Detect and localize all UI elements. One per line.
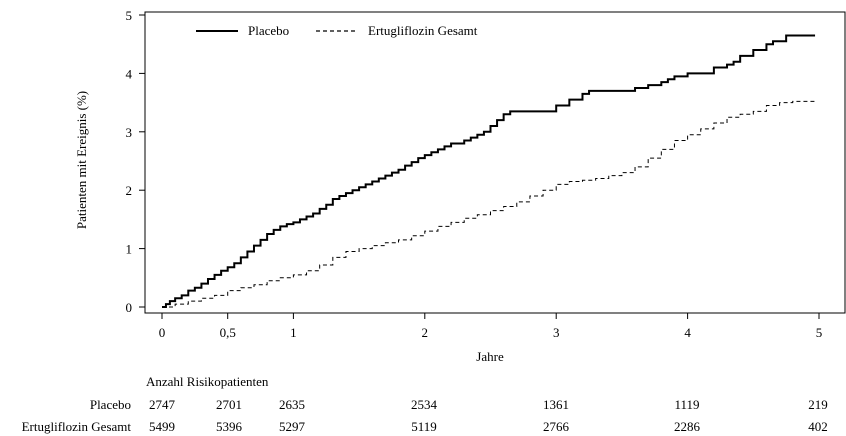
risk-cell: 5297 <box>279 419 306 434</box>
y-tick-label: 4 <box>126 66 133 81</box>
series-line-ertugliflozin-gesamt <box>162 100 816 308</box>
risk-cell: 2766 <box>543 419 570 434</box>
risk-cell: 2635 <box>279 397 305 412</box>
risk-cell: 402 <box>808 419 828 434</box>
risk-cell: 5499 <box>149 419 175 434</box>
y-axis-label: Patienten mit Ereignis (%) <box>74 91 89 229</box>
risk-cell: 5119 <box>411 419 437 434</box>
x-tick-label: 0 <box>159 325 166 340</box>
x-tick-label: 2 <box>422 325 429 340</box>
series-line-placebo <box>162 34 816 308</box>
risk-table-title: Anzahl Risikopatienten <box>146 374 269 389</box>
legend: Placebo Ertugliflozin Gesamt <box>196 23 478 38</box>
x-tick-label: 3 <box>553 325 560 340</box>
x-tick-label: 0,5 <box>220 325 236 340</box>
risk-cell: 2534 <box>411 397 438 412</box>
risk-cell: 1361 <box>543 397 569 412</box>
risk-cell: 219 <box>808 397 828 412</box>
y-tick-label: 1 <box>126 242 133 257</box>
plot-frame <box>144 11 846 314</box>
axes: 0 1 2 3 4 5 0 0,5 1 2 3 4 5 <box>126 8 846 340</box>
y-tick-label: 5 <box>126 8 133 23</box>
y-tick-label: 2 <box>126 183 133 198</box>
series-lines <box>162 34 816 308</box>
risk-row-label: Ertugliflozin Gesamt <box>22 419 132 434</box>
risk-cell: 2747 <box>149 397 176 412</box>
y-tick-label: 0 <box>126 300 133 315</box>
risk-cell: 5396 <box>216 419 243 434</box>
x-tick-label: 5 <box>816 325 823 340</box>
risk-cell: 2286 <box>674 419 701 434</box>
x-tick-label: 1 <box>290 325 297 340</box>
legend-label: Placebo <box>248 23 289 38</box>
y-tick-label: 3 <box>126 125 133 140</box>
x-tick-label: 4 <box>684 325 691 340</box>
risk-row-label: Placebo <box>90 397 131 412</box>
legend-label: Ertugliflozin Gesamt <box>368 23 478 38</box>
risk-cell: 1119 <box>674 397 699 412</box>
risk-table: Anzahl Risikopatienten Placebo 2747 2701 26… <box>22 374 828 434</box>
x-axis-label: Jahre <box>476 349 504 364</box>
risk-cell: 2701 <box>216 397 242 412</box>
